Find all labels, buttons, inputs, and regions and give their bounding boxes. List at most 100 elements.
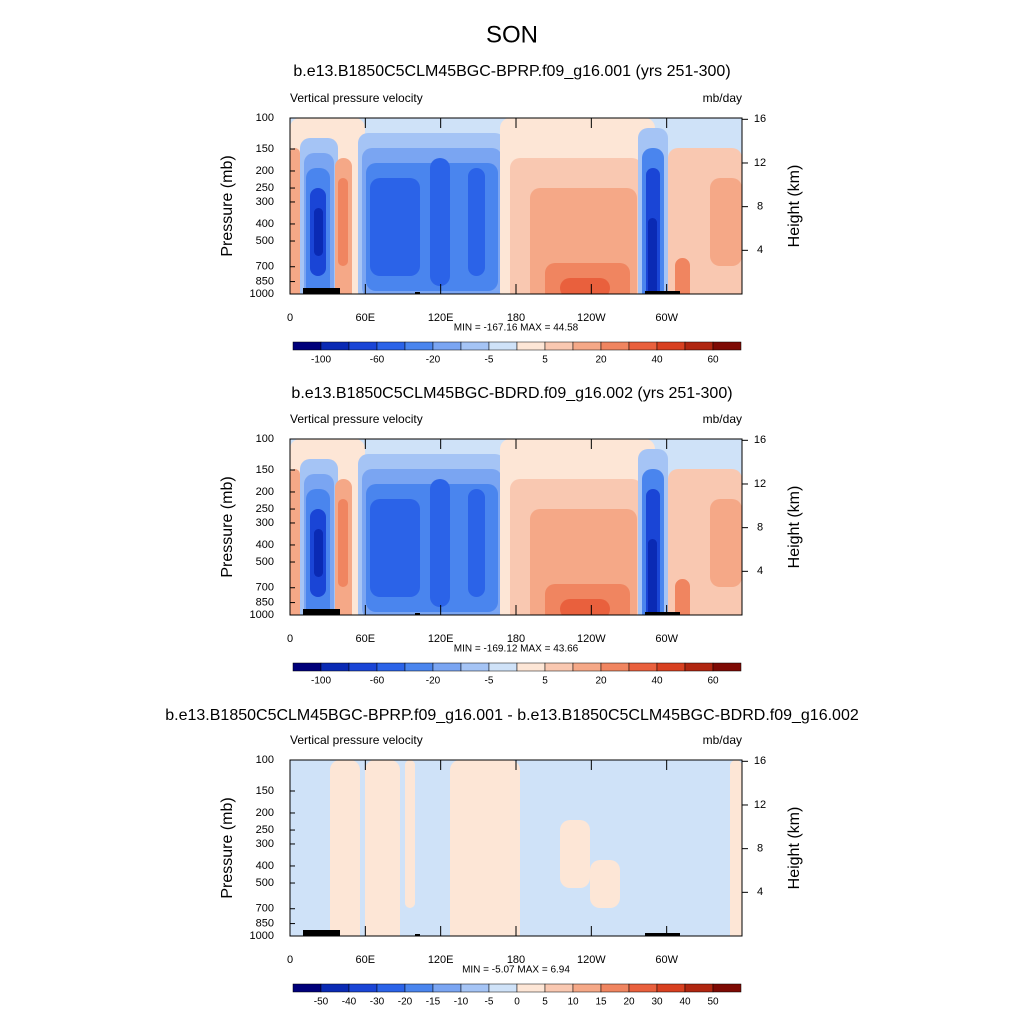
- colorbar-label: -60: [370, 355, 385, 366]
- colorbar-box: [292, 662, 322, 672]
- x-tick-label: 120E: [428, 312, 454, 324]
- colorbar-label: -100: [311, 355, 331, 366]
- colorbar-label: -5: [485, 997, 494, 1008]
- colorbar-box: [628, 983, 658, 993]
- colorbar-box: [656, 662, 686, 672]
- contour-fill: [560, 820, 590, 888]
- x-tick-label: 180: [507, 954, 525, 966]
- contour-fill: [450, 760, 520, 936]
- contour-fill: [730, 760, 742, 936]
- colorbar-box: [488, 662, 518, 672]
- right-string: mb/day: [703, 733, 742, 747]
- y2-axis-label: Height (km): [786, 165, 803, 248]
- y2-axis-label: Height (km): [786, 486, 803, 569]
- contour-fill: [338, 178, 348, 266]
- contour-fill: [560, 278, 610, 294]
- y-tick-label: 400: [256, 860, 274, 872]
- y-tick-label: 700: [256, 261, 274, 273]
- colorbar-label: 40: [651, 355, 663, 366]
- colorbar-box: [628, 662, 658, 672]
- y-tick-label: 150: [256, 464, 274, 476]
- colorbar-box: [432, 341, 462, 351]
- colorbar-box: [684, 983, 714, 993]
- colorbar-label: 5: [542, 997, 548, 1008]
- y-tick-label: 250: [256, 182, 274, 194]
- y-tick-label: 400: [256, 218, 274, 230]
- y-axis-label: Pressure (mb): [219, 476, 236, 577]
- colorbar-box: [404, 662, 434, 672]
- y2-tick-label: 8: [757, 201, 763, 213]
- contour-fill: [330, 760, 360, 936]
- x-tick-label: 120W: [577, 312, 606, 324]
- contour-fill: [314, 208, 323, 256]
- contour-fill: [370, 499, 420, 597]
- contour-fill: [468, 168, 485, 276]
- colorbar-box: [600, 341, 630, 351]
- colorbar-box: [544, 662, 574, 672]
- left-string: Vertical pressure velocity: [290, 91, 423, 105]
- topography: [415, 613, 420, 615]
- x-tick-label: 60W: [655, 954, 678, 966]
- topography: [415, 934, 420, 936]
- colorbar-label: 10: [567, 997, 579, 1008]
- y2-tick-label: 12: [754, 799, 766, 811]
- colorbar-box: [460, 983, 490, 993]
- right-string: mb/day: [703, 412, 742, 426]
- y2-tick-label: 4: [757, 886, 763, 898]
- y-tick-label: 1000: [250, 288, 274, 300]
- colorbar-box: [348, 983, 378, 993]
- colorbar-box: [544, 983, 574, 993]
- colorbar-box: [320, 662, 350, 672]
- topography: [645, 933, 680, 936]
- colorbar-label: 5: [542, 355, 548, 366]
- contour-fill: [710, 499, 742, 587]
- colorbar-label: 0: [514, 997, 520, 1008]
- colorbar-box: [656, 341, 686, 351]
- colorbar-box: [572, 341, 602, 351]
- x-tick-label: 0: [287, 954, 293, 966]
- colorbar-label: -10: [454, 997, 469, 1008]
- colorbar-box: [376, 341, 406, 351]
- contour-fill: [430, 158, 450, 286]
- topography: [303, 288, 340, 294]
- topography: [645, 291, 680, 294]
- colorbar-box: [712, 662, 742, 672]
- min-max: MIN = -5.07 MAX = 6.94: [462, 965, 570, 976]
- y-tick-label: 850: [256, 275, 274, 287]
- y2-tick-label: 16: [754, 113, 766, 125]
- topography: [645, 612, 680, 615]
- panel-title: b.e13.B1850C5CLM45BGC-BPRP.f09_g16.001 (…: [293, 63, 730, 80]
- x-tick-label: 120E: [428, 954, 454, 966]
- y-tick-label: 500: [256, 556, 274, 568]
- left-string: Vertical pressure velocity: [290, 733, 423, 747]
- colorbar-box: [348, 341, 378, 351]
- colorbar-box: [320, 341, 350, 351]
- colorbar-label: 60: [707, 676, 719, 687]
- contour-fill: [648, 539, 657, 615]
- x-tick-label: 120E: [428, 633, 454, 645]
- colorbar-box: [712, 341, 742, 351]
- y-tick-label: 850: [256, 917, 274, 929]
- y-tick-label: 150: [256, 785, 274, 797]
- y-tick-label: 1000: [250, 930, 274, 942]
- colorbar-label: 50: [707, 997, 719, 1008]
- y2-tick-label: 16: [754, 434, 766, 446]
- x-tick-label: 60E: [356, 954, 376, 966]
- x-tick-label: 60E: [356, 633, 376, 645]
- contour-fill: [290, 469, 300, 615]
- colorbar-label: 30: [651, 997, 663, 1008]
- colorbar-box: [516, 341, 546, 351]
- colorbar-box: [292, 341, 322, 351]
- y2-tick-label: 4: [757, 244, 763, 256]
- contour-fill: [338, 499, 348, 587]
- colorbar-box: [320, 983, 350, 993]
- contour-fill: [560, 599, 610, 615]
- y-tick-label: 850: [256, 596, 274, 608]
- colorbar-label: -15: [426, 997, 441, 1008]
- x-tick-label: 120W: [577, 954, 606, 966]
- y2-tick-label: 8: [757, 522, 763, 534]
- colorbar-box: [600, 662, 630, 672]
- y-tick-label: 100: [256, 433, 274, 445]
- y2-tick-label: 16: [754, 755, 766, 767]
- y-tick-label: 1000: [250, 609, 274, 621]
